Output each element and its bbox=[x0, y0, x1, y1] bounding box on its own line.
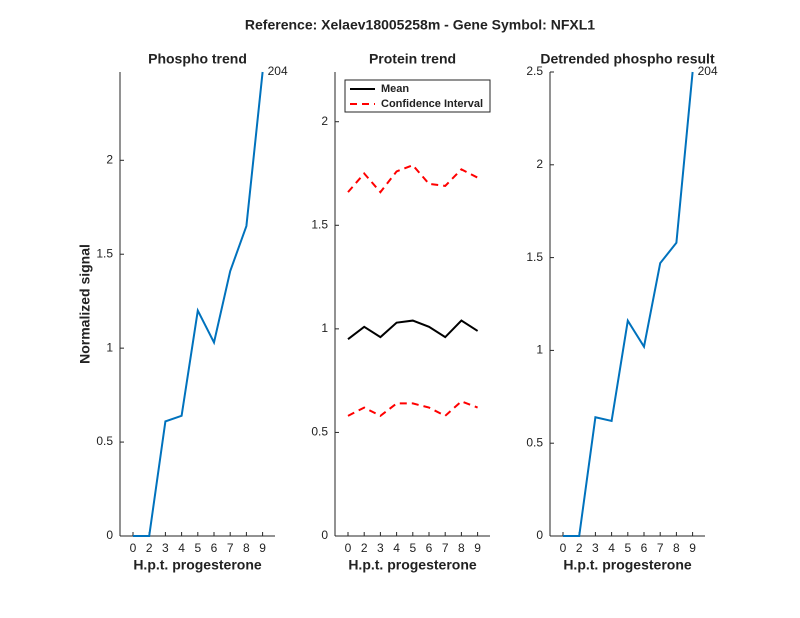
x-tick-label: 7 bbox=[442, 541, 449, 555]
panel-title: Detrended phospho result bbox=[540, 51, 715, 67]
x-axis-label: H.p.t. progesterone bbox=[348, 557, 477, 573]
x-tick-label: 2 bbox=[361, 541, 368, 555]
x-tick-label: 4 bbox=[393, 541, 400, 555]
x-tick-label: 0 bbox=[130, 541, 137, 555]
y-tick-label: 0.5 bbox=[96, 434, 113, 448]
panel-title: Phospho trend bbox=[148, 51, 247, 67]
x-tick-label: 2 bbox=[146, 541, 153, 555]
x-tick-label: 9 bbox=[689, 541, 696, 555]
y-tick-label: 1.5 bbox=[526, 250, 543, 264]
annotation: 204 bbox=[268, 64, 288, 78]
x-tick-label: 6 bbox=[211, 541, 218, 555]
x-tick-label: 3 bbox=[162, 541, 169, 555]
x-tick-label: 4 bbox=[178, 541, 185, 555]
x-tick-label: 0 bbox=[345, 541, 352, 555]
y-tick-label: 1.5 bbox=[96, 246, 113, 260]
y-tick-label: 1.5 bbox=[311, 217, 328, 231]
series-line bbox=[133, 71, 264, 537]
y-tick-label: 0.5 bbox=[311, 425, 328, 439]
x-tick-label: 8 bbox=[243, 541, 250, 555]
series-line bbox=[347, 319, 479, 341]
x-axis-label: H.p.t. progesterone bbox=[133, 557, 262, 573]
x-tick-label: 7 bbox=[227, 541, 234, 555]
x-tick-label: 8 bbox=[458, 541, 465, 555]
x-tick-label: 5 bbox=[409, 541, 416, 555]
panel-title: Protein trend bbox=[369, 51, 456, 67]
y-tick-label: 0.5 bbox=[526, 435, 543, 449]
x-tick-label: 4 bbox=[608, 541, 615, 555]
y-tick-label: 1 bbox=[536, 343, 543, 357]
x-tick-label: 9 bbox=[474, 541, 481, 555]
y-tick-label: 0 bbox=[536, 528, 543, 542]
legend-label: Mean bbox=[381, 83, 409, 95]
x-tick-label: 8 bbox=[673, 541, 680, 555]
x-tick-label: 2 bbox=[576, 541, 583, 555]
y-tick-label: 2 bbox=[321, 114, 328, 128]
x-tick-label: 6 bbox=[426, 541, 433, 555]
series-line bbox=[347, 164, 479, 194]
y-tick-label: 2 bbox=[536, 157, 543, 171]
y-axis-label: Normalized signal bbox=[77, 244, 93, 364]
y-tick-label: 0 bbox=[106, 528, 113, 542]
annotation: 204 bbox=[698, 64, 718, 78]
y-tick-label: 1 bbox=[106, 340, 113, 354]
x-tick-label: 7 bbox=[657, 541, 664, 555]
y-tick-label: 2.5 bbox=[526, 64, 543, 78]
legend-box bbox=[344, 79, 491, 113]
series-line bbox=[347, 400, 478, 418]
y-tick-label: 2 bbox=[106, 152, 113, 166]
x-tick-label: 5 bbox=[194, 541, 201, 555]
y-tick-label: 0 bbox=[321, 528, 328, 542]
x-tick-label: 9 bbox=[259, 541, 266, 555]
legend-label: Confidence Interval bbox=[381, 98, 483, 110]
series-line bbox=[563, 71, 694, 537]
x-tick-label: 0 bbox=[560, 541, 567, 555]
x-tick-label: 3 bbox=[592, 541, 599, 555]
x-tick-label: 3 bbox=[377, 541, 384, 555]
figure-title: Reference: Xelaev18005258m - Gene Symbol… bbox=[245, 17, 595, 33]
x-tick-label: 5 bbox=[624, 541, 631, 555]
x-axis-label: H.p.t. progesterone bbox=[563, 557, 692, 573]
x-tick-label: 6 bbox=[641, 541, 648, 555]
y-tick-label: 1 bbox=[321, 321, 328, 335]
